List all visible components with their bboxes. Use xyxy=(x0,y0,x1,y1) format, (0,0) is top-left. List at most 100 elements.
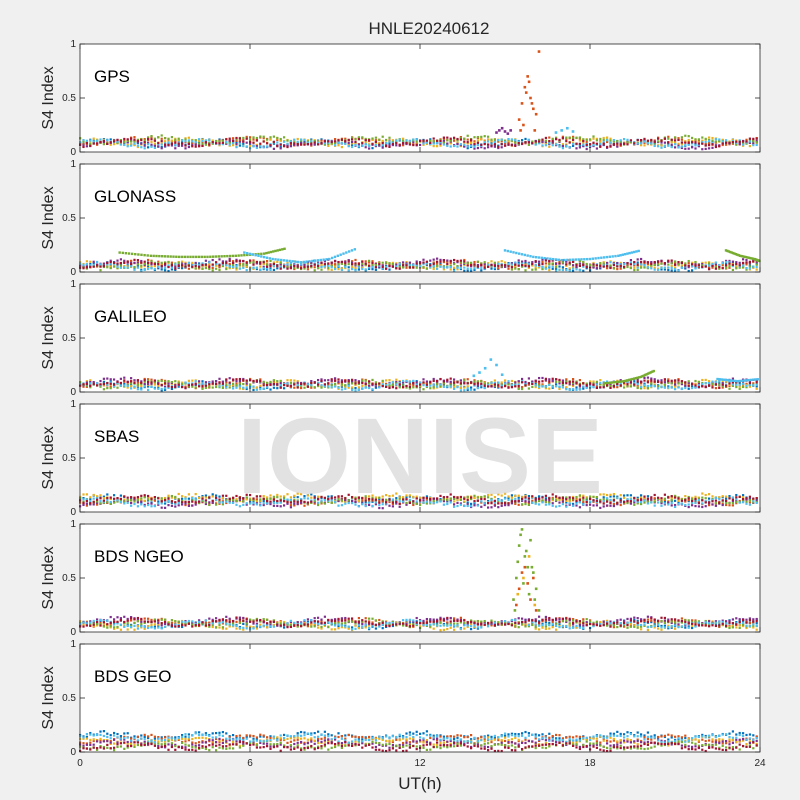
data-point xyxy=(340,267,343,270)
data-point xyxy=(606,267,609,270)
data-point xyxy=(170,261,173,264)
data-point xyxy=(640,263,643,266)
data-point xyxy=(354,386,357,390)
data-point xyxy=(653,380,656,383)
data-point xyxy=(340,142,343,145)
data-point xyxy=(487,140,490,143)
data-point xyxy=(157,142,160,145)
data-point xyxy=(754,378,757,381)
data-point xyxy=(541,258,544,261)
data-point xyxy=(357,136,360,139)
y-tick-label: 1 xyxy=(70,279,76,290)
data-point xyxy=(398,143,401,146)
data-point xyxy=(306,263,309,266)
data-point xyxy=(616,267,619,271)
data-point xyxy=(677,142,680,145)
data-point xyxy=(735,385,738,389)
data-point xyxy=(293,141,296,144)
data-point xyxy=(279,381,282,385)
data-point xyxy=(259,378,262,381)
data-point xyxy=(388,386,391,390)
data-point xyxy=(388,142,391,145)
data-point xyxy=(459,264,462,267)
data-point xyxy=(500,138,503,141)
data-point xyxy=(85,263,88,266)
data-point xyxy=(323,379,326,382)
y-tick-label: 0.5 xyxy=(62,213,76,224)
data-point xyxy=(652,369,655,373)
data-point xyxy=(740,379,744,382)
data-point xyxy=(548,378,551,381)
data-point xyxy=(742,379,746,382)
data-point xyxy=(288,259,291,263)
data-point xyxy=(487,146,490,149)
data-point xyxy=(541,266,544,269)
data-point xyxy=(92,260,95,263)
data-point xyxy=(286,139,289,142)
data-point xyxy=(480,266,483,269)
data-point xyxy=(537,50,541,53)
data-point xyxy=(133,136,136,139)
data-point xyxy=(456,145,459,148)
data-point xyxy=(211,255,215,258)
data-point xyxy=(738,261,741,264)
data-point xyxy=(650,265,653,268)
data-point xyxy=(743,255,746,258)
data-point xyxy=(568,261,571,264)
data-point xyxy=(385,261,388,264)
data-point xyxy=(459,379,462,382)
data-point xyxy=(130,143,133,146)
data-point xyxy=(238,141,241,144)
data-point xyxy=(667,378,670,381)
data-point xyxy=(592,266,595,269)
data-point xyxy=(198,383,201,386)
data-point xyxy=(243,253,246,257)
data-point xyxy=(522,123,525,127)
data-point xyxy=(728,379,731,382)
data-point xyxy=(541,144,544,147)
data-point xyxy=(116,265,119,268)
data-point xyxy=(487,135,490,138)
data-point xyxy=(300,263,303,266)
data-point xyxy=(640,265,643,268)
data-point xyxy=(109,378,112,381)
data-point xyxy=(334,385,337,388)
data-point xyxy=(571,258,575,261)
data-point xyxy=(640,138,643,142)
data-point xyxy=(126,265,129,268)
axes-background xyxy=(80,404,760,512)
data-point xyxy=(527,495,530,498)
data-point xyxy=(123,143,126,147)
data-point xyxy=(238,387,241,390)
data-point xyxy=(555,143,558,146)
data-point xyxy=(463,140,466,143)
data-point xyxy=(82,383,85,386)
data-point xyxy=(252,267,255,271)
data-point xyxy=(357,138,360,141)
data-point xyxy=(228,381,231,384)
data-point xyxy=(653,144,656,148)
data-point xyxy=(174,141,177,144)
data-point xyxy=(606,380,609,383)
data-point xyxy=(164,266,167,270)
data-point xyxy=(453,136,456,139)
data-point xyxy=(617,254,620,257)
data-point xyxy=(211,382,214,385)
data-point xyxy=(466,387,469,390)
data-point xyxy=(519,129,522,132)
data-point xyxy=(677,382,680,385)
data-point xyxy=(82,143,85,146)
data-point xyxy=(130,377,133,380)
data-point xyxy=(255,143,258,147)
data-point xyxy=(748,144,751,148)
data-point xyxy=(89,496,92,499)
data-point xyxy=(697,145,700,148)
data-point xyxy=(680,266,683,270)
data-point xyxy=(643,141,646,144)
data-point xyxy=(223,255,226,258)
data-point xyxy=(368,499,371,502)
data-point xyxy=(429,139,432,142)
data-point xyxy=(235,380,238,383)
data-point xyxy=(560,129,563,132)
data-point xyxy=(353,248,357,251)
